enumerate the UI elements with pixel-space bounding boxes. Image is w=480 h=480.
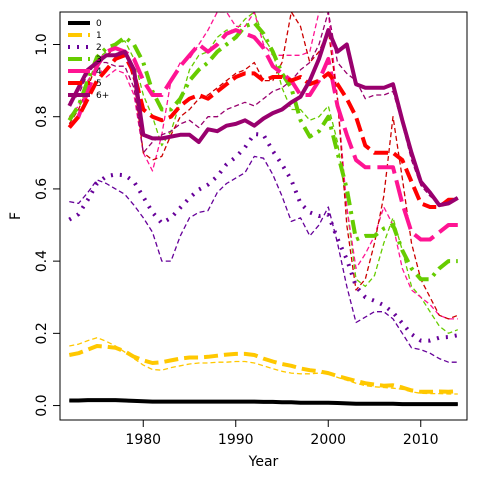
series-line-1 xyxy=(68,344,458,394)
legend-label: 5 xyxy=(96,79,102,89)
x-axis: 1980 1990 2000 2010 xyxy=(125,420,439,448)
series-line-5 xyxy=(67,53,458,209)
legend-label: 6+ xyxy=(96,91,109,101)
y-tick-label: 1.0 xyxy=(34,33,50,55)
x-tick-label: 2000 xyxy=(310,432,346,448)
series-line-2-thin- xyxy=(69,155,458,363)
series-line-6+ xyxy=(67,28,459,208)
series-line-1-thin- xyxy=(69,337,458,395)
legend: 0 1 2 3 4 5 6+ xyxy=(68,19,109,101)
legend-label: 2 xyxy=(96,43,102,53)
series-line-3 xyxy=(67,20,458,282)
y-axis: 0.0 0.2 0.4 0.6 0.8 1.0 xyxy=(34,33,60,417)
x-tick-label: 2010 xyxy=(403,432,439,448)
y-tick-label: 0.2 xyxy=(34,322,50,344)
legend-label: 4 xyxy=(96,67,102,77)
x-tick-label: 1980 xyxy=(125,432,161,448)
y-tick-label: 0.4 xyxy=(34,250,50,272)
x-axis-title: Year xyxy=(248,454,279,470)
legend-label: 0 xyxy=(96,19,102,29)
series-line-3-thin- xyxy=(68,12,459,334)
series-line-4 xyxy=(67,28,458,242)
y-tick-label: 0.0 xyxy=(34,394,50,416)
series-line-2 xyxy=(68,132,459,343)
legend-label: 1 xyxy=(96,31,102,41)
series-line-0 xyxy=(69,398,458,407)
plot-frame xyxy=(59,11,468,421)
series-layer xyxy=(67,12,459,407)
legend-label: 3 xyxy=(96,55,102,65)
y-tick-label: 0.8 xyxy=(34,106,50,128)
y-tick-label: 0.6 xyxy=(34,178,50,200)
x-tick-label: 1990 xyxy=(218,432,254,448)
y-axis-title: F xyxy=(8,212,24,220)
